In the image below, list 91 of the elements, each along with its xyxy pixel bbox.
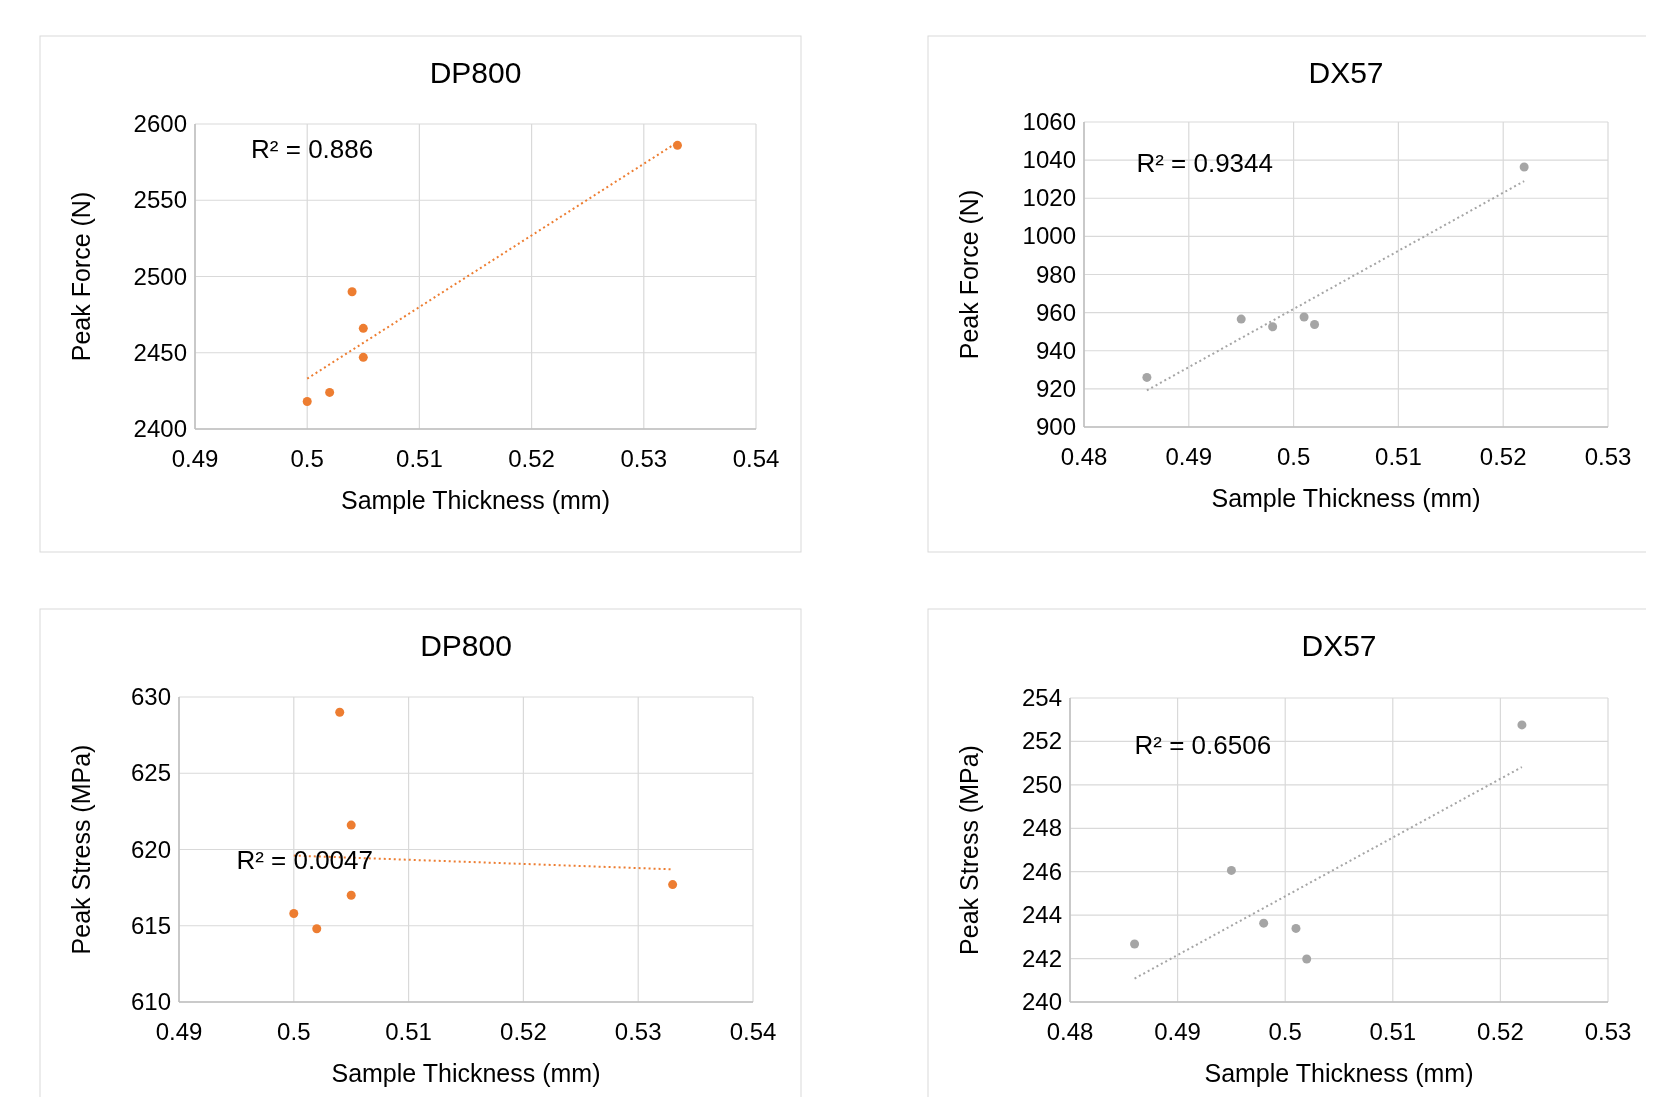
x-tick-label: 0.49 [171, 445, 219, 472]
x-axis-title: Sample Thickness (mm) [1211, 484, 1481, 512]
point [1142, 372, 1152, 382]
y-axis-title: Peak Stress (MPa) [955, 745, 983, 955]
x-tick-label: 0.52 [508, 445, 555, 472]
y-tick-label: 2500 [133, 262, 187, 290]
point [1519, 162, 1529, 172]
point [346, 890, 356, 900]
y-tick-label: 1040 [1022, 146, 1076, 174]
y-tick-label: 960 [1035, 298, 1076, 326]
point [335, 707, 345, 717]
x-tick-label: 0.49 [1154, 1018, 1201, 1045]
x-tick-label: 0.53 [614, 1018, 662, 1045]
point [668, 880, 678, 890]
y-tick-label: 2400 [133, 415, 187, 442]
point [302, 397, 312, 407]
x-tick-label: 0.49 [155, 1018, 203, 1045]
y-axis-title: Peak Force (N) [67, 191, 95, 362]
y-tick-label: 615 [130, 911, 171, 939]
y-axis-title: Peak Stress (MPa) [67, 744, 95, 955]
y-tick-label: 2550 [133, 186, 187, 214]
x-tick-label: 0.53 [1584, 1018, 1632, 1045]
x-tick-label: 0.48 [1060, 443, 1108, 470]
chart-title: DP800 [429, 56, 522, 89]
annotation: R² = 0.9344 [1136, 147, 1273, 178]
point [672, 140, 682, 150]
x-tick-label: 0.52 [1479, 443, 1527, 470]
y-tick-label: 630 [130, 683, 171, 710]
point [312, 924, 322, 934]
x-tick-label: 0.53 [1584, 443, 1632, 470]
y-axis-title: Peak Force (N) [955, 189, 983, 360]
point [1291, 923, 1301, 933]
annotation: R² = 0.886 [251, 134, 374, 165]
y-tick-label: 252 [1021, 727, 1062, 755]
y-tick-label: 610 [130, 988, 171, 1015]
point [358, 352, 368, 362]
y-tick-label: 2450 [133, 338, 187, 366]
x-tick-label: 0.5 [277, 1018, 311, 1045]
y-tick-label: 940 [1035, 336, 1076, 364]
chart-title: DX57 [1301, 629, 1377, 662]
y-tick-label: 240 [1021, 988, 1062, 1015]
x-tick-label: 0.52 [1477, 1018, 1524, 1045]
x-tick-label: 0.48 [1046, 1018, 1094, 1045]
x-tick-label: 0.52 [500, 1018, 547, 1045]
x-axis-title: Sample Thickness (mm) [331, 1059, 601, 1087]
annotation: R² = 0.0047 [236, 844, 373, 875]
point [289, 909, 299, 919]
point [1236, 314, 1246, 324]
y-tick-label: 242 [1021, 944, 1062, 972]
point [1310, 319, 1320, 329]
x-axis-title: Sample Thickness (mm) [1204, 1059, 1474, 1087]
point [347, 287, 357, 297]
y-tick-label: 246 [1021, 857, 1062, 885]
y-tick-label: 625 [130, 759, 171, 787]
point [1299, 312, 1309, 322]
x-tick-label: 0.54 [732, 445, 780, 472]
x-axis-title: Sample Thickness (mm) [340, 486, 611, 514]
chart-title: DX57 [1308, 56, 1384, 89]
y-tick-label: 900 [1035, 413, 1076, 440]
y-tick-label: 1020 [1022, 184, 1076, 212]
y-tick-label: 250 [1021, 770, 1062, 798]
point [1268, 322, 1278, 332]
y-tick-label: 254 [1021, 684, 1062, 711]
point [358, 323, 368, 333]
y-tick-label: 980 [1035, 260, 1076, 288]
x-tick-label: 0.51 [396, 445, 443, 472]
y-tick-label: 620 [130, 835, 171, 863]
x-tick-label: 0.54 [729, 1018, 777, 1045]
x-tick-label: 0.5 [1276, 443, 1311, 470]
point [346, 820, 356, 830]
y-tick-label: 2600 [133, 110, 187, 137]
y-tick-label: 920 [1035, 374, 1076, 402]
x-tick-label: 0.5 [1268, 1018, 1302, 1045]
x-tick-label: 0.53 [620, 445, 668, 472]
point [1302, 954, 1312, 964]
point [1226, 865, 1236, 875]
y-tick-label: 248 [1021, 814, 1062, 842]
point [1130, 939, 1140, 949]
y-tick-label: 1000 [1022, 222, 1076, 250]
x-tick-label: 0.5 [290, 445, 324, 472]
x-tick-label: 0.51 [385, 1018, 432, 1045]
y-tick-label: 1060 [1022, 108, 1076, 135]
y-tick-label: 244 [1021, 901, 1062, 929]
point [1517, 720, 1527, 730]
point [325, 387, 335, 397]
x-tick-label: 0.51 [1369, 1018, 1417, 1045]
point [1259, 918, 1269, 928]
x-tick-label: 0.51 [1375, 443, 1422, 470]
chart-title: DP800 [420, 629, 512, 662]
x-tick-label: 0.49 [1165, 443, 1213, 470]
annotation: R² = 0.6506 [1134, 729, 1272, 760]
